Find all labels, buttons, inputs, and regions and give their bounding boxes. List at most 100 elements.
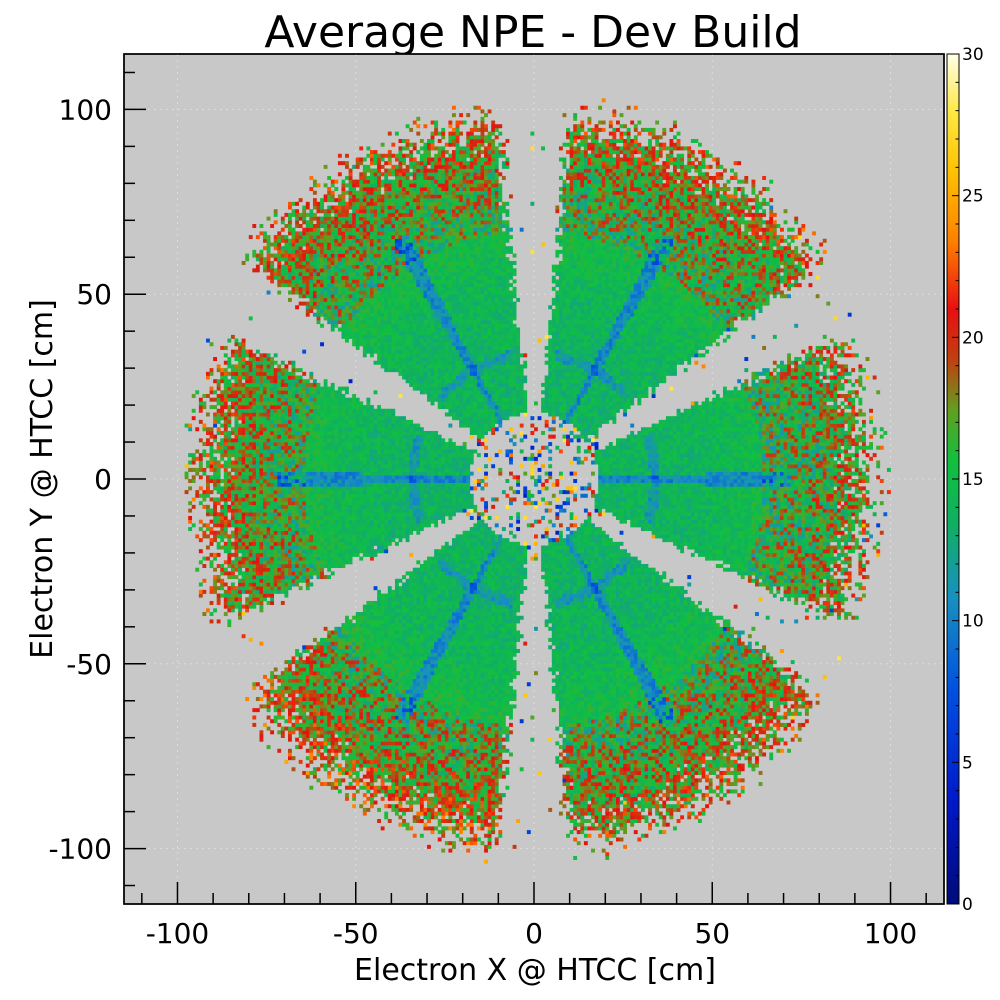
heatmap-cell	[341, 667, 346, 672]
heatmap-cell	[359, 512, 364, 517]
heatmap-cell	[202, 578, 207, 583]
heatmap-cell	[320, 519, 324, 524]
heatmap-cell	[209, 464, 214, 469]
heatmap-cell	[370, 774, 374, 779]
heatmap-cell	[255, 449, 260, 454]
heatmap-cell	[352, 272, 357, 277]
heatmap-cell	[277, 512, 282, 517]
heatmap-cell	[348, 475, 353, 480]
heatmap-cell	[334, 253, 339, 258]
heatmap-cell	[345, 759, 349, 764]
heatmap-cell	[359, 449, 364, 454]
heatmap-cell	[298, 246, 303, 251]
heatmap-cell	[348, 449, 353, 454]
heatmap-cell	[377, 767, 381, 772]
heatmap-cell	[277, 379, 282, 384]
heatmap-cell	[330, 179, 335, 184]
heatmap-cell	[295, 663, 299, 668]
heatmap-cell	[370, 161, 374, 166]
heatmap-cell	[245, 253, 250, 258]
heatmap-cell	[373, 179, 378, 184]
heatmap-cell	[270, 430, 275, 435]
heatmap-cell	[284, 719, 289, 724]
heatmap-cell	[312, 663, 317, 668]
heatmap-cell	[334, 645, 339, 650]
heatmap-cell	[370, 349, 374, 354]
heatmap-cell	[337, 220, 342, 225]
heatmap-cell	[302, 567, 307, 572]
heatmap-cell	[320, 257, 324, 262]
heatmap-cell	[259, 382, 264, 387]
heatmap-cell	[362, 711, 367, 716]
heatmap-cell	[370, 663, 374, 668]
heatmap-cell	[273, 272, 278, 277]
heatmap-cell	[252, 394, 257, 398]
heatmap-cell	[337, 678, 342, 683]
heatmap-cell	[284, 482, 289, 487]
heatmap-cell	[241, 453, 246, 458]
heatmap-cell	[305, 227, 310, 232]
heatmap-cell	[366, 752, 371, 757]
heatmap-cell	[295, 549, 299, 554]
heatmap-cell	[355, 552, 360, 557]
heatmap-cell	[330, 427, 335, 432]
heatmap-cell	[245, 456, 250, 461]
heatmap-cell	[373, 770, 378, 775]
heatmap-cell	[345, 767, 349, 772]
heatmap-cell	[273, 530, 278, 535]
heatmap-cell	[323, 264, 328, 269]
heatmap-cell	[348, 397, 353, 402]
heatmap-cell	[327, 394, 332, 398]
heatmap-cell	[327, 719, 332, 724]
heatmap-cell	[255, 575, 260, 580]
heatmap-cell	[370, 338, 374, 343]
heatmap-cell	[362, 715, 367, 720]
heatmap-cell	[270, 538, 275, 543]
heatmap-cell	[288, 442, 292, 447]
heatmap-cell	[348, 467, 353, 472]
heatmap-cell	[309, 479, 314, 483]
heatmap-cell	[316, 534, 321, 539]
heatmap-cell	[238, 564, 242, 568]
heatmap-cell	[284, 408, 289, 413]
heatmap-cell	[352, 734, 357, 738]
heatmap-cell	[337, 549, 342, 554]
heatmap-cell	[245, 438, 250, 443]
heatmap-cell	[352, 190, 357, 195]
heatmap-cell	[370, 538, 374, 543]
heatmap-cell	[248, 501, 253, 506]
heatmap-cell	[213, 464, 217, 469]
heatmap-cell	[288, 238, 292, 243]
heatmap-cell	[352, 685, 357, 690]
heatmap-cell	[373, 667, 378, 672]
heatmap-cell	[206, 482, 210, 487]
heatmap-cell	[359, 286, 364, 291]
heatmap-cell	[277, 464, 282, 469]
heatmap-cell	[330, 748, 335, 753]
heatmap-cell	[238, 556, 242, 561]
heatmap-cell	[302, 456, 307, 461]
heatmap-cell	[288, 475, 292, 480]
heatmap-cell	[337, 209, 342, 214]
heatmap-cell	[345, 164, 349, 169]
heatmap-cell	[280, 589, 285, 594]
heatmap-cell	[327, 427, 332, 432]
heatmap-cell	[209, 368, 214, 373]
heatmap-cell	[255, 419, 260, 424]
heatmap-cell	[323, 515, 328, 520]
heatmap-cell	[373, 759, 378, 764]
heatmap-cell	[238, 512, 242, 517]
heatmap-cell	[330, 283, 335, 288]
heatmap-cell	[341, 541, 346, 546]
heatmap-cell	[377, 268, 381, 273]
heatmap-cell	[277, 549, 282, 554]
heatmap-cell	[284, 382, 289, 387]
heatmap-cell	[302, 401, 307, 406]
heatmap-cell	[330, 630, 335, 635]
heatmap-cell	[373, 737, 378, 742]
heatmap-cell	[352, 490, 357, 495]
heatmap-cell	[263, 508, 267, 513]
heatmap-cell	[202, 556, 207, 561]
heatmap-cell	[362, 438, 367, 443]
heatmap-cell	[302, 737, 307, 742]
